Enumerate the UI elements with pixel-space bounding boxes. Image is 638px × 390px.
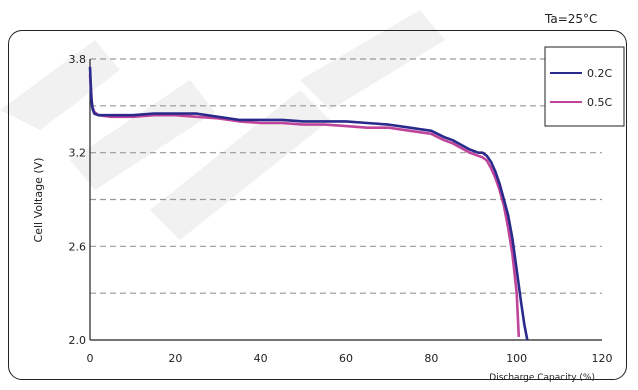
series-lines	[88, 66, 529, 341]
x-tick-label: 0	[87, 352, 94, 365]
series-line-0.2C	[88, 66, 529, 341]
legend-label-0.2C: 0.2C	[587, 67, 612, 80]
x-axis-label: Discharge Capacity (%)	[489, 373, 595, 383]
axes	[89, 59, 602, 341]
legend: 0.2C 0.5C	[544, 46, 625, 127]
chart-frame	[8, 30, 627, 380]
y-tick-label: 2.0	[69, 334, 87, 347]
y-tick-label: 2.6	[69, 240, 87, 253]
x-tick-label: 20	[168, 352, 182, 365]
legend-label-0.5C: 0.5C	[587, 96, 612, 109]
legend-box	[544, 46, 625, 127]
x-tick-labels: 0 20 40 60 80 100 120	[87, 352, 613, 365]
x-tick-label: 120	[592, 352, 613, 365]
y-tick-label: 3.8	[69, 53, 87, 66]
x-tick-label: 100	[506, 352, 527, 365]
y-axis-label: Cell Voltage (V)	[32, 158, 45, 243]
temperature-annotation: Ta=25°C	[545, 12, 598, 26]
x-tick-label: 60	[339, 352, 353, 365]
x-tick-label: 80	[424, 352, 438, 365]
grid-lines	[90, 58, 602, 294]
series-line-0.5C	[88, 74, 521, 337]
y-tick-label: 3.2	[69, 147, 87, 160]
y-tick-labels: 2.0 2.6 3.2 3.8	[69, 53, 87, 347]
x-tick-label: 40	[254, 352, 268, 365]
